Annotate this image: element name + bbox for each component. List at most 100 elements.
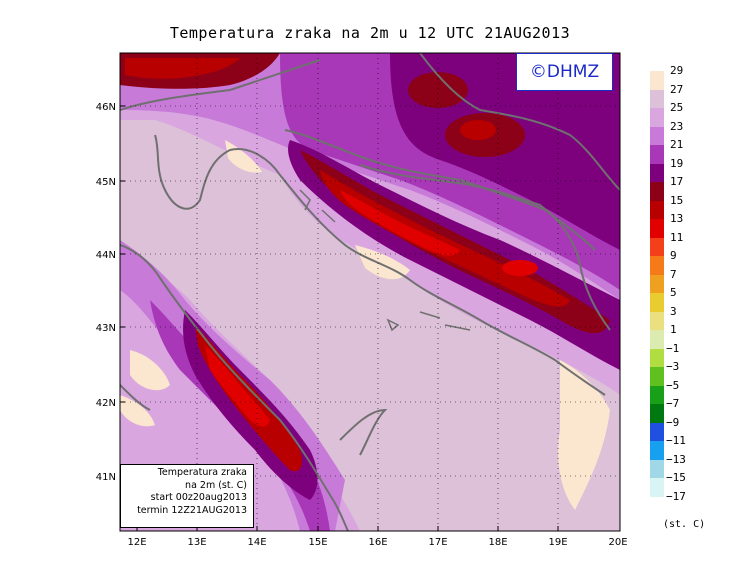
lat-label-45n: 45N (96, 177, 116, 188)
info-line-3: start 00z20aug2013 (150, 492, 247, 503)
legend-tick-label: −7 (666, 397, 680, 410)
legend-tick-label: 25 (670, 101, 684, 114)
legend-swatch (650, 71, 664, 90)
legend-row: −15 (650, 471, 740, 497)
legend-swatch (650, 145, 664, 164)
map-frame (119, 52, 621, 532)
legend-row: −17 (650, 490, 740, 516)
lon-label-14e: 14E (247, 537, 266, 548)
legend-swatch (650, 219, 664, 238)
legend-swatch (650, 478, 664, 497)
legend-row: 5 (650, 286, 740, 312)
legend-swatch (650, 441, 664, 460)
legend-row: −1 (650, 342, 740, 367)
lon-label-18e: 18E (488, 537, 507, 548)
legend-row: −7 (650, 397, 740, 423)
lon-label-19e: 19E (548, 537, 567, 548)
legend-swatch (650, 108, 664, 127)
info-line-2: na 2m (st. C) (185, 479, 247, 491)
legend-swatch (650, 459, 664, 478)
legend-tick-label: 23 (670, 119, 684, 133)
legend-row: 13 (650, 212, 740, 238)
legend-swatch (650, 293, 664, 312)
legend-row: 7 (650, 268, 740, 293)
map-title: Temperatura zraka na 2m u 12 UTC 21AUG20… (169, 24, 571, 42)
legend-swatch (650, 311, 664, 330)
legend-row: 19 (650, 157, 740, 182)
lat-label-46n: 46N (96, 102, 116, 113)
legend-swatch (650, 422, 664, 441)
legend-tick-label: −11 (666, 434, 686, 447)
legend-row: 25 (650, 101, 740, 127)
info-box: Temperatura zraka na 2m (st. C) start 00… (120, 464, 254, 528)
legend-tick-label: 7 (670, 267, 677, 281)
legend-tick-label: 19 (670, 156, 684, 170)
legend-row: 23 (650, 120, 740, 145)
legend-tick-label: −1 (666, 341, 680, 355)
lon-label-16e: 16E (368, 537, 387, 548)
legend-swatch (650, 89, 664, 108)
coastlines (120, 53, 620, 531)
legend-swatch (650, 256, 664, 275)
legend-tick-label: 17 (670, 175, 684, 188)
legend-tick-label: 5 (670, 286, 677, 299)
legend-tick-label: −15 (666, 471, 686, 484)
legend-row: 3 (650, 305, 740, 330)
lat-label-43n: 43N (96, 323, 116, 334)
info-line-1: Temperatura zraka (157, 467, 247, 478)
legend-row: −9 (650, 416, 740, 441)
legend-row: 15 (650, 194, 740, 219)
legend-swatch (650, 200, 664, 219)
legend-row: −11 (650, 434, 740, 460)
legend-swatch (650, 163, 664, 182)
graticule (120, 53, 620, 531)
lon-label-20e: 20E (608, 537, 627, 548)
legend-tick-label: 11 (670, 230, 684, 244)
lat-label-44n: 44N (96, 250, 116, 261)
legend-row: 17 (650, 175, 740, 201)
legend-swatch (650, 367, 664, 386)
legend-tick-label: 1 (670, 323, 677, 336)
legend-tick-label: 13 (670, 212, 684, 225)
legend-tick-label: −9 (666, 415, 680, 429)
map-field (120, 53, 620, 531)
legend-tick-label: 27 (670, 82, 684, 96)
legend-row: 9 (650, 249, 740, 275)
legend-tick-label: 3 (670, 304, 677, 318)
legend-swatch (650, 126, 664, 145)
legend-tick-label: −17 (666, 489, 686, 503)
legend-tick-label: 29 (670, 64, 684, 77)
islands (299, 189, 471, 332)
legend-tick-label: −5 (666, 378, 680, 392)
legend-row: 27 (650, 83, 740, 108)
lon-label-17e: 17E (428, 537, 447, 548)
legend-tick-label: 21 (670, 138, 684, 151)
legend-row: 1 (650, 323, 740, 349)
legend-swatch (650, 237, 664, 256)
legend-swatch (650, 404, 664, 423)
legend-tick-label: −13 (666, 452, 686, 466)
legend-swatch (650, 348, 664, 367)
legend-tick-label: 15 (670, 193, 684, 207)
lon-label-15e: 15E (308, 537, 327, 548)
lon-label-13e: 13E (187, 537, 206, 548)
legend-units: (st. C) (663, 519, 706, 530)
legend-row: −5 (650, 379, 740, 404)
legend-swatch (650, 274, 664, 293)
lat-label-42n: 42N (96, 398, 116, 409)
legend-row: 11 (650, 231, 740, 256)
legend-row: −3 (650, 360, 740, 386)
info-line-4: termin 12Z21AUG2013 (137, 504, 247, 516)
legend-tick-label: 9 (670, 249, 677, 262)
legend-row: 29 (650, 64, 740, 90)
legend-swatch (650, 182, 664, 201)
legend-swatch (650, 385, 664, 404)
lon-label-12e: 12E (127, 537, 146, 548)
lat-label-41n: 41N (96, 472, 116, 483)
dhmz-logo: ©DHMZ (516, 53, 613, 91)
legend-swatch (650, 330, 664, 349)
legend-tick-label: −3 (666, 360, 680, 373)
legend-row: 21 (650, 138, 740, 164)
legend-row: −13 (650, 453, 740, 478)
